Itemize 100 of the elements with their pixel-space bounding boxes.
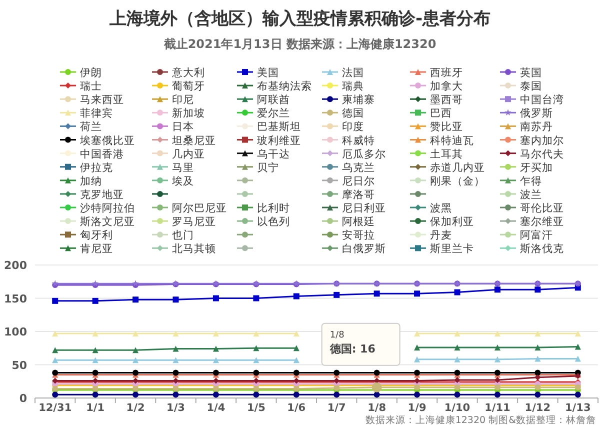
point — [212, 295, 219, 302]
legend-label: 保加利亚 — [430, 215, 474, 228]
legend-label: 柬埔寨 — [342, 93, 375, 106]
point — [92, 298, 98, 304]
point — [253, 345, 260, 352]
x-tick-label: 1/13 — [565, 402, 591, 414]
legend-label: 玻利维亚 — [257, 134, 301, 147]
legend-label: 荷兰 — [80, 120, 102, 134]
legend-label: 北马其顿 — [172, 242, 216, 256]
point — [414, 392, 420, 398]
point — [454, 330, 460, 336]
point — [172, 330, 179, 336]
legend-label: 坦桑尼亚 — [171, 134, 216, 147]
legend-label: 马尔代夫 — [520, 147, 564, 160]
legend-label: 比利时 — [257, 202, 290, 214]
point — [494, 330, 500, 336]
point — [132, 347, 139, 354]
point — [374, 392, 380, 398]
point — [414, 344, 420, 350]
legend-label: 科特迪瓦 — [430, 134, 474, 147]
point — [414, 290, 420, 297]
source-note: 数据来源：上海健康12320 制图&数据整理：林詹詹 — [365, 414, 596, 425]
x-tick-label: 1/8 — [368, 402, 386, 414]
legend-label: 匈牙利 — [80, 228, 113, 242]
legend-label: 尼日尔 — [342, 175, 375, 188]
legend-label: 意大利 — [171, 66, 205, 79]
x-tick-label: 1/11 — [484, 402, 510, 414]
point — [293, 392, 300, 398]
legend-label: 阿根廷 — [342, 216, 375, 228]
legend-label: 赤道几内亚 — [430, 160, 485, 174]
legend-label: 乍得 — [520, 175, 542, 188]
legend-label: 哥伦比亚 — [520, 202, 564, 214]
legend-label: 中国台湾 — [520, 93, 564, 106]
x-tick-label: 1/1 — [86, 402, 105, 414]
point — [92, 357, 98, 364]
legend-label: 伊拉克 — [80, 160, 113, 174]
point — [574, 356, 581, 362]
legend-label: 尼日利亚 — [342, 202, 386, 214]
legend-label: 墨西哥 — [430, 94, 463, 106]
legend-label: 马里 — [172, 162, 194, 174]
legend-label: 白俄罗斯 — [342, 242, 386, 256]
point — [253, 295, 260, 302]
legend-label: 瑞典 — [342, 80, 364, 93]
legend-label: 阿尔巴尼亚 — [172, 202, 227, 214]
x-tick-label: 12/31 — [38, 402, 72, 414]
point — [534, 330, 541, 336]
point — [534, 286, 541, 293]
point — [454, 356, 460, 362]
point — [494, 356, 500, 362]
legend-label: 克罗地亚 — [80, 188, 124, 201]
legend-label: 塞内加尔 — [520, 134, 564, 147]
point — [212, 357, 219, 364]
legend-label: 法国 — [342, 66, 364, 79]
legend-label: 菲律宾 — [80, 106, 113, 120]
legend-label: 布基纳法索 — [257, 80, 312, 93]
legend-label: 伊朗 — [80, 66, 102, 79]
point — [454, 392, 460, 398]
point — [52, 357, 58, 364]
legend-label: 斯里兰卡 — [430, 242, 474, 256]
point — [454, 289, 460, 296]
legend-label: 爱尔兰 — [257, 106, 290, 120]
legend-label: 瑞士 — [80, 80, 102, 93]
point — [253, 330, 260, 336]
legend-label: 埃塞俄比亚 — [79, 134, 135, 147]
x-tick-label: 1/5 — [246, 402, 266, 414]
legend-label: 罗马尼亚 — [172, 216, 216, 228]
y-tick-label: 200 — [4, 259, 28, 272]
point — [52, 392, 58, 398]
y-tick-label: 0 — [19, 392, 28, 405]
point — [574, 344, 581, 350]
legend-label: 日本 — [172, 120, 194, 134]
point — [212, 330, 219, 336]
point — [334, 292, 340, 298]
legend-label: 乌干达 — [257, 147, 290, 160]
legend-label: 葡萄牙 — [172, 80, 205, 93]
legend-label: 乌克兰 — [342, 160, 375, 174]
legend-label: 丹麦 — [430, 228, 452, 242]
x-tick-label: 1/10 — [444, 402, 470, 414]
point — [212, 346, 219, 352]
legend-label: 沙特阿拉伯 — [80, 202, 135, 214]
legend-label: 英国 — [520, 66, 542, 79]
point — [293, 330, 300, 336]
legend-label: 厄瓜多尔 — [342, 147, 386, 160]
legend-label: 泰国 — [520, 80, 542, 93]
legend-label: 巴基斯坦 — [257, 120, 301, 134]
point — [494, 286, 500, 293]
legend-label: 美国 — [257, 66, 279, 79]
point — [574, 330, 581, 336]
legend-label: 肯尼亚 — [80, 242, 113, 256]
legend-label: 德国 — [342, 108, 364, 120]
point — [172, 346, 179, 352]
legend-label: 巴西 — [430, 108, 452, 120]
point — [534, 356, 541, 362]
legend-label: 印尼 — [172, 93, 194, 106]
legend-label: 印度 — [342, 120, 364, 134]
point — [132, 392, 139, 398]
point — [92, 392, 98, 398]
legend-label: 也门 — [172, 228, 194, 242]
point — [92, 330, 98, 336]
x-tick-label: 1/2 — [126, 402, 145, 414]
